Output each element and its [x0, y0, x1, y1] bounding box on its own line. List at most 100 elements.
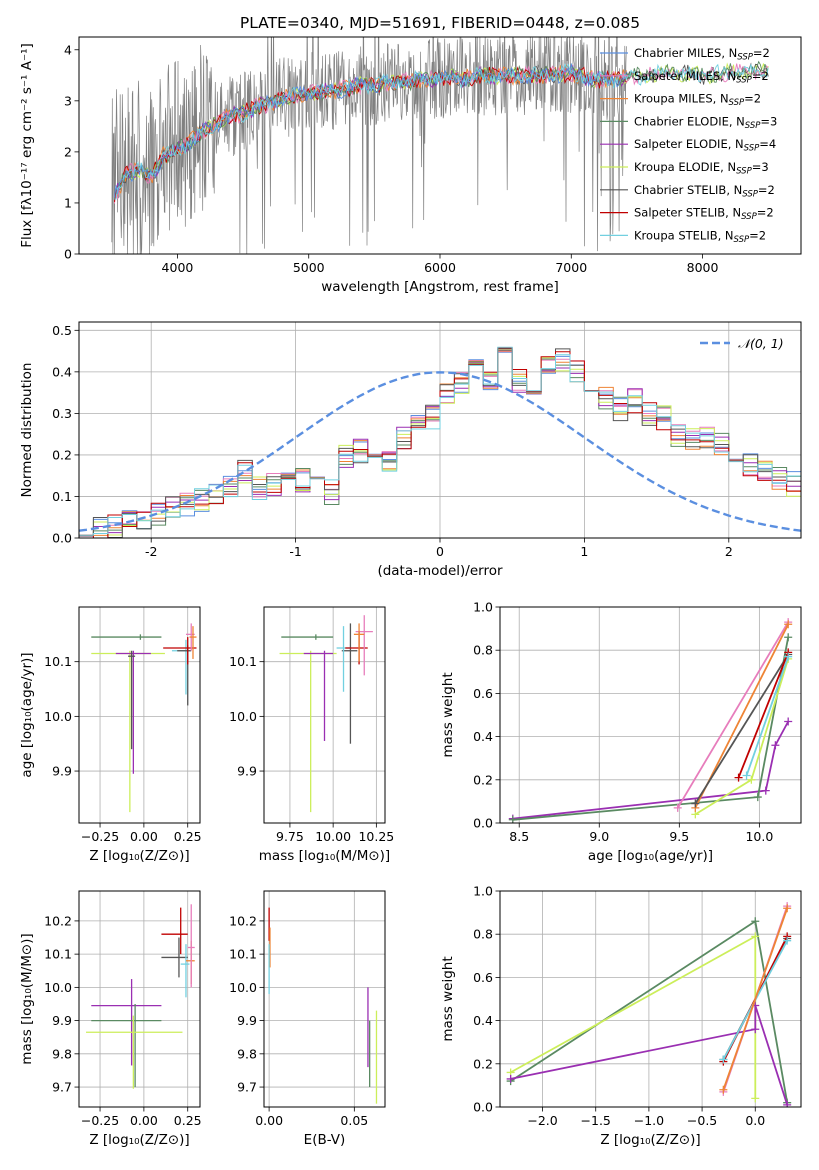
x-axis-label: Z [log₁₀(Z/Z⊙)] — [89, 1132, 189, 1148]
plus-marker — [771, 741, 780, 750]
mass-weight-line-salpeter_elodie — [510, 1005, 789, 1106]
axes-frame-age-Z — [78, 606, 201, 824]
axes-frame-mass-Z — [78, 890, 201, 1108]
x-tick-label: 5000 — [293, 260, 325, 275]
plus-marker — [784, 620, 793, 629]
y-tick-label: 0.8 — [473, 927, 493, 942]
panel-massweight-age: 8.5 9.0 9.5 10.0 0.0 0.2 0.4 0.6 0.8 1.0 age [log₁… — [440, 600, 802, 864]
errorbar-point — [355, 615, 373, 676]
y-tick-label: 0.4 — [52, 364, 72, 379]
plus-marker — [719, 1055, 728, 1064]
plot-area-residuals — [79, 346, 801, 538]
errorbar-point — [91, 979, 162, 1066]
y-tick-label: 9.9 — [52, 1013, 72, 1028]
errorbar-point — [161, 907, 188, 955]
mass-weight-line-kroupa_miles — [722, 908, 789, 1090]
grid-mass-Z — [79, 891, 200, 1107]
residual-legend: 𝒩(0, 1) — [700, 336, 784, 351]
histogram-kroupa_stelib — [79, 346, 801, 536]
y-tick-label: 9.9 — [237, 1013, 257, 1028]
y-tick-label: 0.0 — [473, 1100, 493, 1115]
plus-marker — [734, 773, 743, 782]
mass-weight-line-kroupa_stelib — [745, 656, 790, 776]
legend-entry: Salpeter STELIB, NSSP=2 — [634, 206, 774, 223]
errorbar-point — [91, 634, 162, 640]
errorbar-point — [180, 944, 190, 998]
y-tick-label: 10.1 — [44, 654, 72, 669]
plus-marker — [506, 1074, 515, 1083]
y-axis-label: mass weight — [440, 956, 456, 1041]
x-axis-label: Z [log₁₀(Z/Z⊙)] — [89, 848, 189, 864]
x-tick-label: −0.25 — [81, 1113, 119, 1128]
x-tick-label: 10.0 — [745, 829, 773, 844]
y-tick-label: 9.7 — [52, 1080, 72, 1095]
x-tick-label: 10.00 — [315, 829, 351, 844]
y-tick-label: 2 — [64, 144, 72, 159]
x-tick-label: 9.0 — [589, 829, 609, 844]
x-tick-label: 0.00 — [130, 1113, 158, 1128]
x-tick-label: −1.5 — [581, 1113, 611, 1128]
errorbar-point — [189, 626, 197, 659]
ticks-mass-EBV: 0.00 0.05 9.7 9.8 9.9 10.0 10.1 10.2 — [229, 913, 368, 1128]
x-tick-label: 1 — [580, 544, 588, 559]
axes-frame-massweight-Z — [499, 890, 802, 1108]
plus-marker — [761, 786, 770, 795]
mass-weight-line-salpeter_stelib — [737, 652, 790, 778]
x-tick-label: 9.5 — [669, 829, 689, 844]
y-tick-label: 1.0 — [473, 884, 493, 899]
y-axis-label: age [log₁₀(age/yr)] — [19, 652, 35, 777]
axes-frame-age-mass — [263, 606, 386, 824]
x-axis-label: mass [log₁₀(M/M⊙)] — [259, 848, 390, 864]
panel-age-Z: −0.25 0.00 0.25 9.9 10.0 10.1 Z [log₁₀(Z/Z⊙)] a… — [19, 606, 202, 864]
plot-area-mass-EBV — [268, 907, 378, 1104]
mass-weight-line-kroupa_elodie — [510, 934, 757, 1099]
histogram-salpeter_miles — [79, 351, 801, 538]
panel-spectrum: 4000 5000 6000 7000 8000 0 1 2 3 4 wavelength [Ang… — [19, 36, 802, 295]
y-tick-label: 0.3 — [52, 406, 72, 421]
axes-frame-mass-EBV — [263, 890, 386, 1108]
panel-mass-Z: −0.25 0.00 0.25 9.7 9.8 9.9 10.0 10.1 10.2 Z [log… — [19, 890, 202, 1148]
errorbar-point — [128, 650, 136, 750]
y-tick-label: 9.9 — [52, 764, 72, 779]
y-tick-label: 1.0 — [473, 600, 493, 615]
y-tick-label: 10.0 — [229, 709, 257, 724]
x-axis-label: E(B-V) — [304, 1132, 346, 1148]
plot-area-age-Z — [91, 623, 197, 813]
x-tick-label: 0 — [436, 544, 444, 559]
ticks-massweight-age: 8.5 9.0 9.5 10.0 0.0 0.2 0.4 0.6 0.8 1.0 — [473, 600, 773, 845]
y-tick-label: 10.2 — [44, 913, 72, 928]
plus-marker — [784, 652, 793, 661]
plus-marker — [719, 1085, 728, 1094]
y-tick-label: 0.4 — [473, 1013, 493, 1028]
axes-frame-massweight-age — [499, 606, 802, 824]
errorbar-point — [177, 645, 192, 706]
x-tick-label: 0.00 — [130, 829, 158, 844]
plus-marker — [751, 932, 760, 941]
errorbar-point — [303, 650, 334, 741]
x-tick-label: 10.25 — [358, 829, 394, 844]
y-tick-label: 0.6 — [473, 686, 493, 701]
errorbar-point — [187, 904, 195, 988]
x-axis-label: (data-model)/error — [377, 563, 503, 579]
ticks-massweight-Z: −2.0 −1.5 −1.0 −0.5 0.0 0.0 0.2 0.4 0.6 0.8 1.0 — [473, 884, 765, 1129]
panel-residuals: -2 -1 0 1 2 0.0 0.1 0.2 0.3 0.4 0.5 (data-model)/er… — [19, 321, 802, 579]
errorbar-point — [91, 650, 165, 813]
legend-entry-normal: 𝒩(0, 1) — [738, 336, 784, 351]
y-tick-label: 0 — [64, 247, 72, 262]
legend-entry: Kroupa ELODIE, NSSP=3 — [634, 160, 769, 177]
y-tick-label: 10.0 — [44, 709, 72, 724]
legend-entry: Salpeter ELODIE, NSSP=4 — [634, 137, 776, 154]
y-tick-label: 10.1 — [44, 947, 72, 962]
legend-entry: Chabrier MILES, NSSP=2 — [634, 46, 770, 63]
x-tick-label: 2 — [725, 544, 733, 559]
plus-marker — [751, 1094, 760, 1103]
plus-marker — [783, 904, 792, 913]
panel-mass-EBV: 0.00 0.05 9.7 9.8 9.9 10.0 10.1 10.2 E(B-V) — [229, 890, 386, 1148]
model-spectrum-kroupa_stelib — [114, 62, 769, 200]
x-tick-label: −0.5 — [687, 1113, 717, 1128]
plus-marker — [784, 717, 793, 726]
x-tick-label: 6000 — [424, 260, 456, 275]
figure-title: PLATE=0340, MJD=51691, FIBERID=0448, z=0… — [240, 14, 640, 32]
x-tick-label: 7000 — [555, 260, 587, 275]
